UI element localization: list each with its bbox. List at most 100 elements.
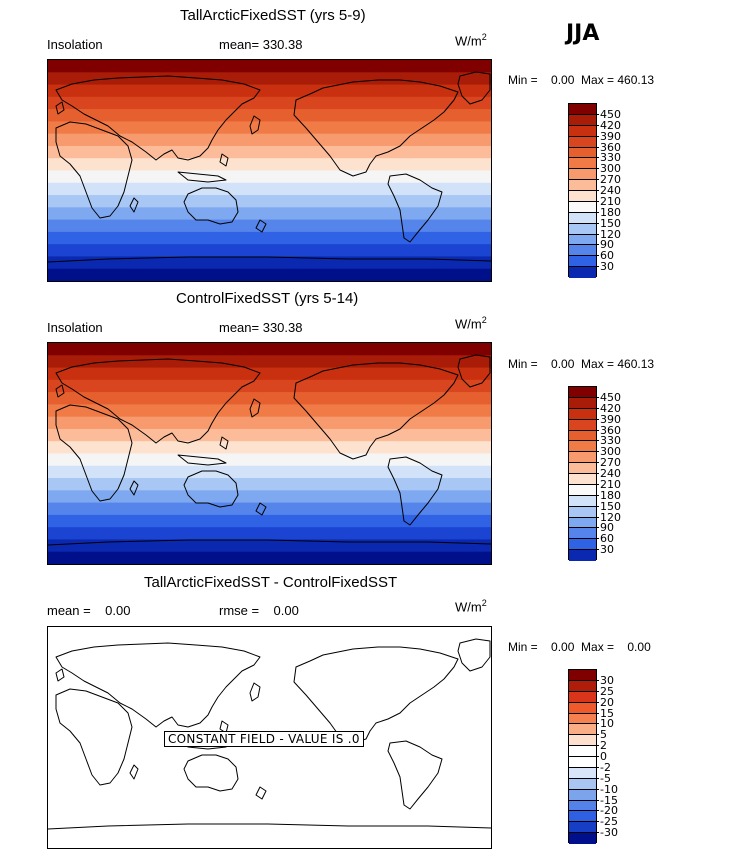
coastline-new-zealand [255, 786, 267, 800]
panel1-map [47, 59, 492, 282]
coastline-japan [249, 398, 261, 418]
colorbar-cell [569, 387, 596, 398]
coastline-australia [183, 187, 239, 225]
colorbar-tick-label: 420 [596, 401, 621, 415]
season-label: JJA [566, 21, 600, 46]
insolation-band [48, 490, 491, 504]
colorbar-tick-label: -2 [596, 760, 611, 774]
colorbar-cell [569, 484, 596, 496]
coastline-indonesia [177, 171, 227, 183]
coastline-new-zealand [255, 219, 267, 233]
coastline-antarctica [48, 256, 491, 263]
panel1-title: TallArcticFixedSST (yrs 5-9) [180, 7, 366, 24]
colorbar-tick-label: -10 [596, 782, 618, 796]
colorbar-cell [569, 702, 596, 714]
colorbar-tick-label: -5 [596, 771, 611, 785]
coastline-philippines [219, 153, 229, 167]
coastline-indonesia [177, 454, 227, 466]
colorbar-cell [569, 234, 596, 246]
insolation-band [48, 145, 491, 159]
colorbar-cell [569, 822, 596, 834]
colorbar-cell [569, 441, 596, 453]
colorbar-cell [569, 136, 596, 148]
insolation-band [48, 60, 491, 73]
colorbar-cell [569, 169, 596, 181]
coastline-south-america [387, 173, 443, 243]
panel3-minmax: Min = 0.00 Max = 0.00 [508, 640, 651, 654]
colorbar-tick-label: 5 [596, 728, 607, 742]
colorbar-cell [569, 245, 596, 257]
coastline-eurasia [55, 642, 261, 728]
colorbar-cell [569, 430, 596, 442]
colorbar-cell [569, 506, 596, 518]
colorbar-tick-label: 390 [596, 412, 621, 426]
colorbar-tick-label: -25 [596, 815, 618, 829]
colorbar-tick-label: 300 [596, 162, 621, 176]
colorbar-tick-label: 420 [596, 118, 621, 132]
panel2-colorbar [568, 386, 597, 561]
insolation-band [48, 84, 491, 98]
insolation-band [48, 158, 491, 172]
insolation-band [48, 379, 491, 393]
coastline-new-zealand [255, 502, 267, 516]
coastline-africa [55, 121, 133, 219]
insolation-band [48, 453, 491, 467]
insolation-band [48, 256, 491, 270]
insolation-band [48, 244, 491, 258]
colorbar-cell [569, 767, 596, 779]
coastline-greenland [457, 638, 491, 672]
coastline-africa [55, 688, 133, 786]
panel2-map [47, 342, 492, 565]
colorbar-cell [569, 680, 596, 692]
panel2-mean-label: mean= 330.38 [219, 320, 303, 335]
coastline-south-america [387, 740, 443, 810]
insolation-band [48, 441, 491, 455]
panel3-mean-label: mean = 0.00 [47, 603, 131, 618]
colorbar-cell [569, 539, 596, 551]
colorbar-tick-label: 180 [596, 488, 621, 502]
colorbar-tick-label: -20 [596, 804, 618, 818]
coastline-australia [183, 470, 239, 508]
colorbar-cell [569, 713, 596, 725]
colorbar-cell [569, 517, 596, 529]
panel1-unit: W/m2 [455, 32, 487, 49]
coastline-north-america [293, 79, 459, 177]
panel3-rmse-label: rmse = 0.00 [219, 603, 299, 618]
panel1-colorbar [568, 103, 597, 278]
colorbar-tick-label: -30 [596, 826, 618, 840]
colorbar-cell [569, 735, 596, 747]
coastline-greenland [457, 71, 491, 105]
panel3-unit: W/m2 [455, 598, 487, 615]
insolation-band [48, 367, 491, 381]
coastline-north-america [293, 362, 459, 460]
colorbar-tick-label: 240 [596, 467, 621, 480]
colorbar-tick-label: 210 [596, 477, 621, 491]
colorbar-cell [569, 147, 596, 159]
colorbar-tick-label: 390 [596, 129, 621, 143]
colorbar-tick-label: 25 [596, 684, 614, 698]
coastline-eurasia [55, 75, 261, 161]
coastline-madagascar [129, 480, 139, 496]
colorbar-cell [569, 670, 596, 681]
colorbar-cell [569, 125, 596, 137]
insolation-band [48, 478, 491, 491]
colorbar-tick-label: 10 [596, 717, 614, 731]
colorbar-tick-label: -15 [596, 793, 618, 807]
colorbar-cell [569, 201, 596, 213]
insolation-band [48, 428, 491, 442]
insolation-band [48, 404, 491, 418]
colorbar-cell [569, 408, 596, 420]
insolation-band [48, 219, 491, 233]
colorbar-cell [569, 746, 596, 757]
coastline-japan [249, 682, 261, 702]
colorbar-tick-label: 90 [596, 521, 614, 535]
insolation-band [48, 343, 491, 356]
colorbar-cell [569, 691, 596, 703]
panel1-minmax: Min = 0.00 Max = 460.13 [508, 73, 655, 87]
insolation-band [48, 72, 491, 86]
colorbar-cell [569, 191, 596, 202]
insolation-band [48, 207, 491, 221]
colorbar-cell [569, 419, 596, 431]
insolation-band [48, 551, 491, 564]
panel2-unit: W/m2 [455, 315, 487, 332]
